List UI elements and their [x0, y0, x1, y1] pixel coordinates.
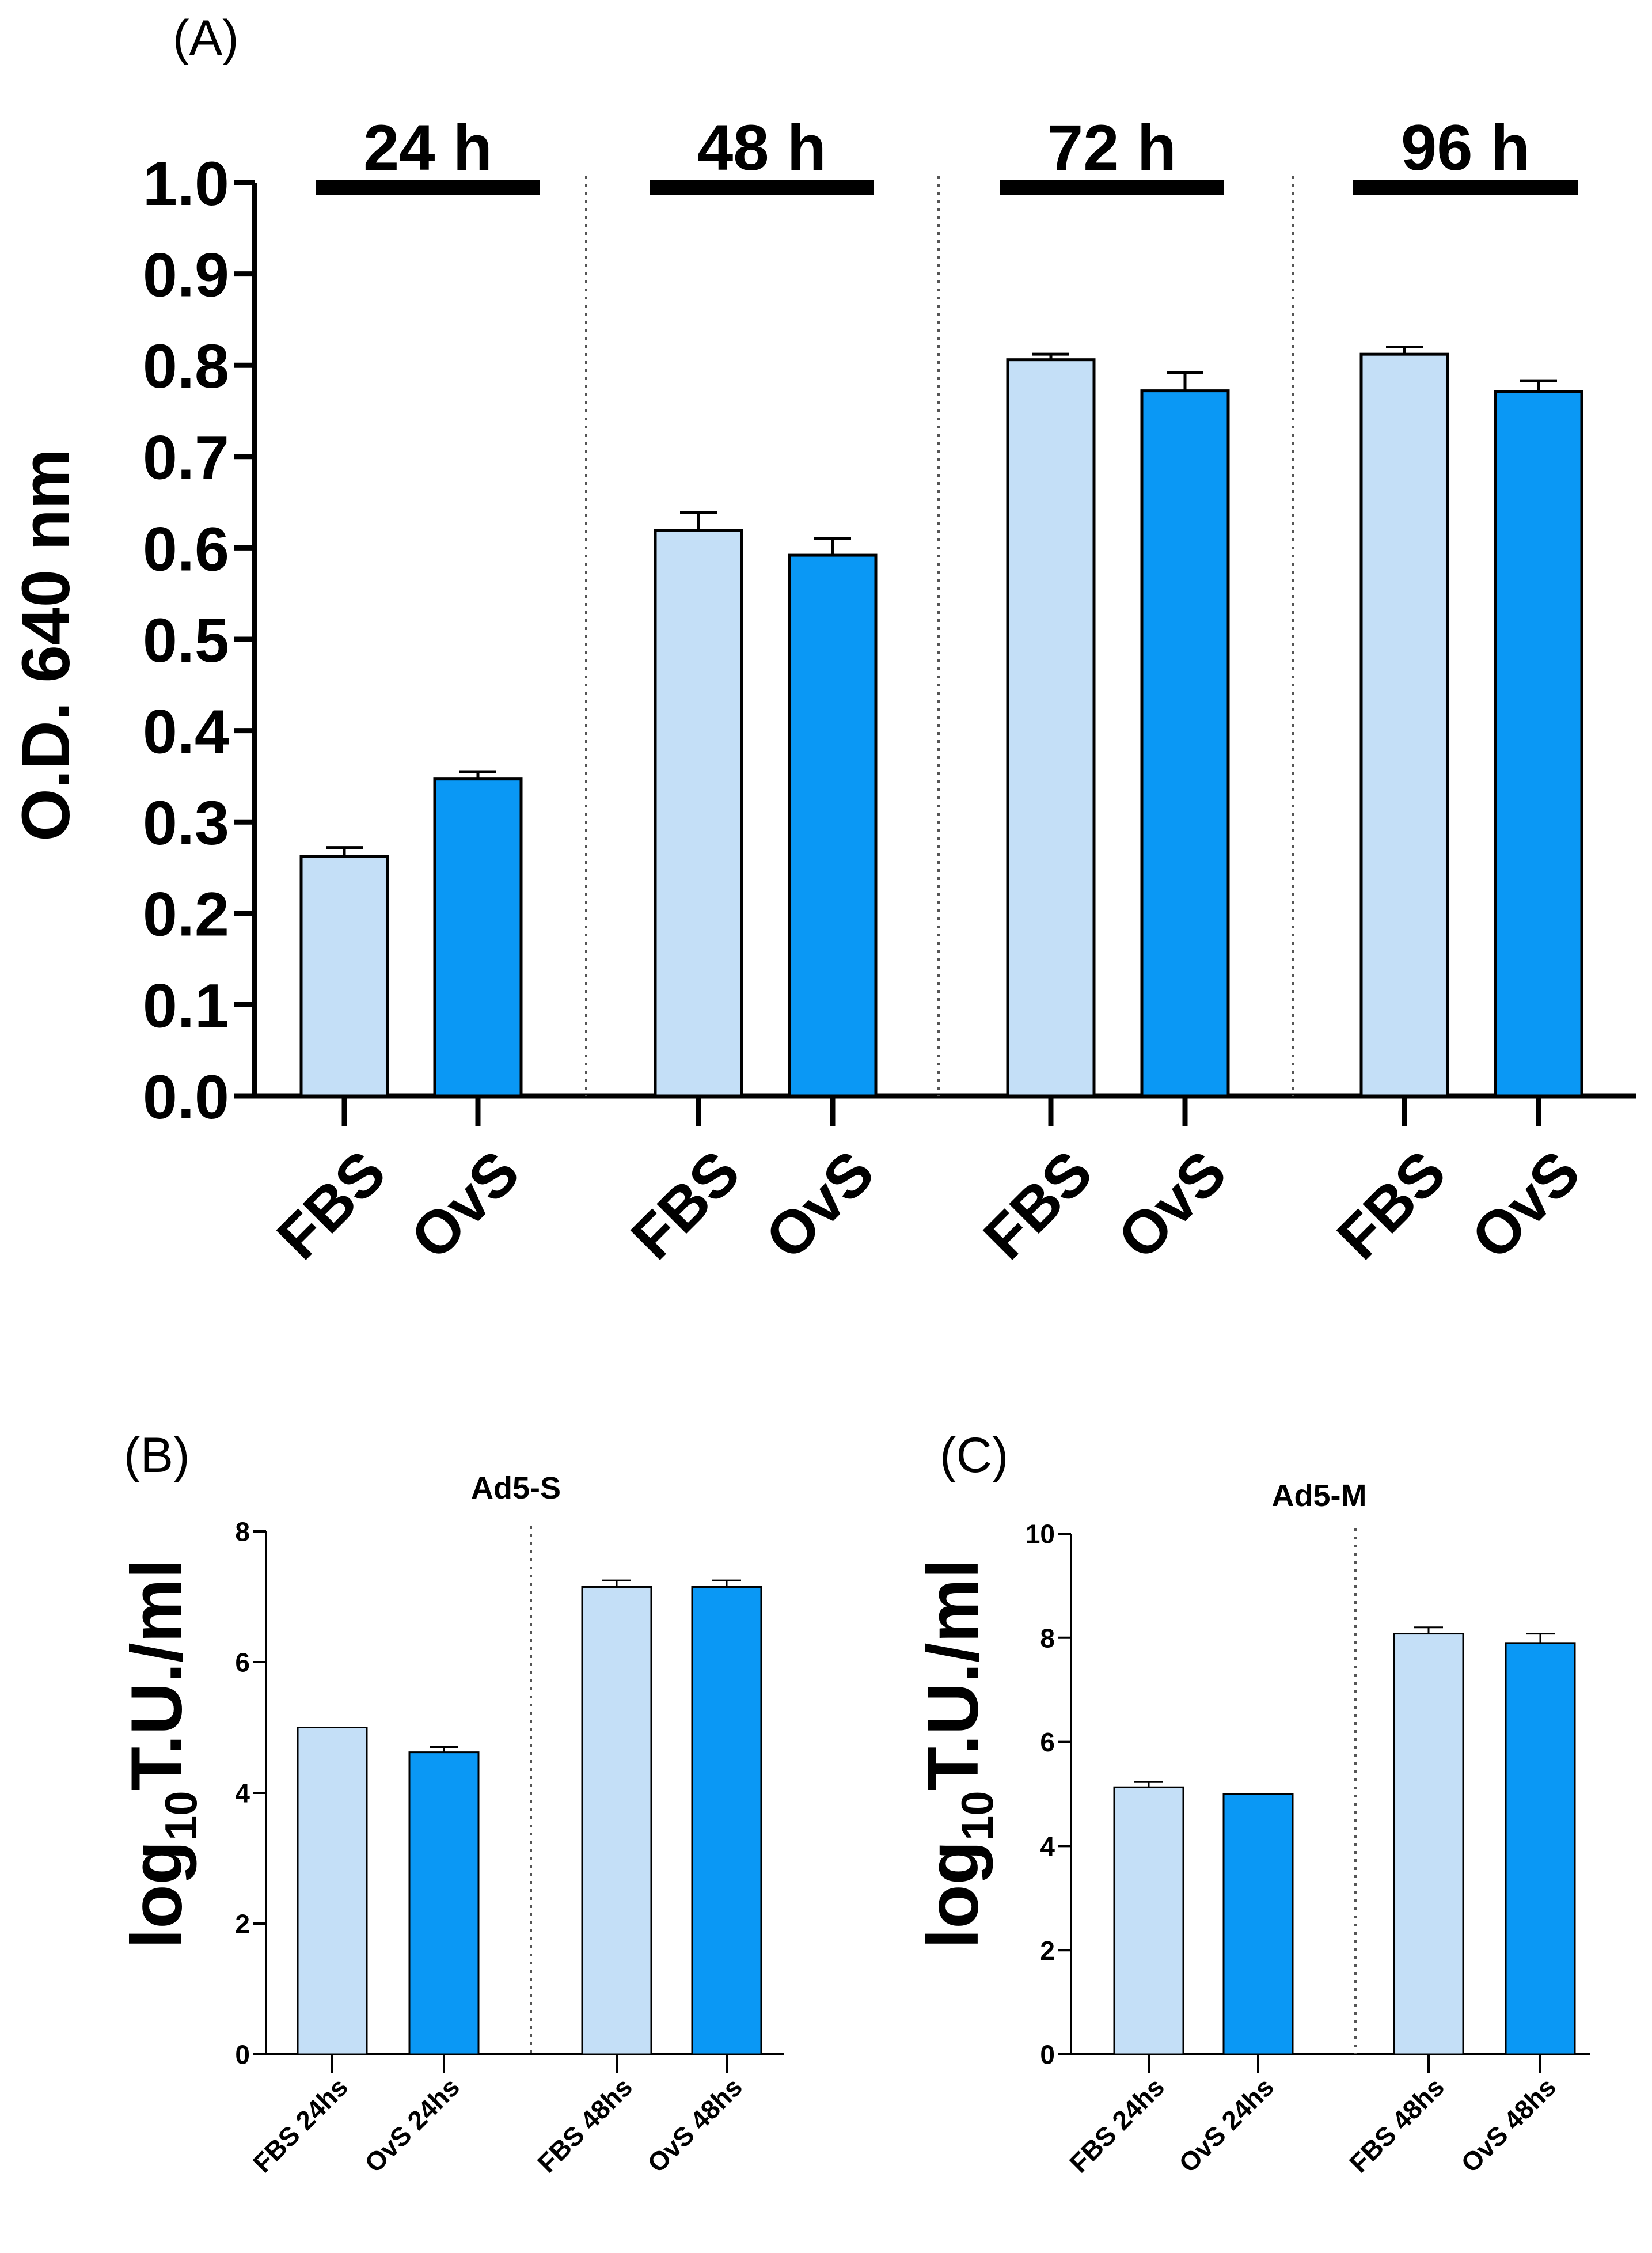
panel-a-group-label: 24 h: [363, 112, 492, 184]
panel-b-y-tick-label: 0: [235, 2040, 250, 2070]
panel-c-y-tick-label: 8: [1040, 1623, 1055, 1653]
panel-b-bar: [691, 1586, 762, 2055]
panel-c-bar: [1393, 1633, 1464, 2055]
panel-c-x-tick-label: OvS 24hs: [1173, 2072, 1279, 2178]
panel-a-bar: [433, 777, 523, 1098]
panel-a-y-tick-label: 1.0: [143, 149, 229, 218]
panel-b-y-tick-label: 6: [235, 1648, 250, 1678]
panel-a-x-tick-label: OvS: [1105, 1138, 1239, 1272]
panel-b-ylabel-sub: 10: [155, 1791, 206, 1841]
panel-a-y-tick-label: 0.2: [143, 879, 229, 949]
panel-a-group-label: 72 h: [1047, 112, 1176, 184]
panel-c-ylabel-rest: T.U./ml: [913, 1558, 993, 1791]
panel-a-y-tick-label: 0.5: [143, 605, 229, 675]
panel-c-letter: (C): [940, 1428, 1008, 1483]
panel-a: (A) O.D. 640 nm 0.0 0.1 0.2 0.3 0.4 0.5 0.6 0.7…: [8, 10, 1636, 1272]
panel-a-y-tick-label: 0.9: [143, 240, 229, 309]
panel-c-x-tick-label: FBS 48hs: [1343, 2072, 1450, 2178]
panel-a-x-tick-label: OvS: [398, 1138, 532, 1272]
panel-c-title: Ad5-M: [1272, 1478, 1367, 1513]
panel-a-bar: [788, 553, 878, 1098]
panel-c-ylabel-main: log: [913, 1841, 993, 1948]
panel-b-y-axis-label: log10T.U./ml: [117, 1558, 206, 1948]
panel-a-y-tick-label: 0.0: [143, 1062, 229, 1132]
panel-c-y-axis-label: log10T.U./ml: [913, 1558, 1002, 1948]
panel-a-y-tick-label: 0.8: [143, 331, 229, 401]
panel-a-y-tick-label: 0.1: [143, 970, 229, 1040]
panel-a-bar: [1006, 358, 1096, 1098]
panel-b-x-tick-label: FBS 24hs: [247, 2072, 354, 2178]
panel-a-y-tick-label: 0.4: [143, 696, 229, 766]
panel-b-ylabel-main: log: [117, 1841, 197, 1948]
panel-b-y-tick-label: 8: [235, 1517, 250, 1547]
panel-a-plot: 0.00.10.20.30.40.50.60.70.80.91.0FBSOvS2…: [143, 112, 1636, 1272]
panel-a-bar: [1359, 352, 1449, 1098]
panel-a-bar: [299, 855, 389, 1098]
panel-b-bar: [408, 1751, 480, 2055]
panel-a-y-tick-label: 0.3: [143, 788, 229, 858]
panel-c-bar: [1505, 1642, 1576, 2055]
panel-a-y-tick-label: 0.6: [143, 514, 229, 583]
panel-c-x-tick-label: OvS 48hs: [1455, 2072, 1562, 2178]
panel-c-y-tick-label: 2: [1040, 1936, 1055, 1966]
panel-b-x-tick-label: FBS 48hs: [531, 2072, 638, 2178]
panel-a-x-tick-label: FBS: [264, 1138, 398, 1272]
panel-c-plot: 0 2 4 6 8 10 FBS 24hs OvS 24hs FBS 48hs OvS 48hs: [1026, 1519, 1590, 2178]
panel-c-bar: [1222, 1793, 1294, 2055]
panel-b-ylabel-rest: T.U./ml: [117, 1558, 197, 1791]
panel-a-letter: (A): [173, 10, 239, 66]
panel-b-title: Ad5-S: [471, 1471, 561, 1505]
panel-a-x-tick-label: FBS: [971, 1138, 1105, 1272]
panel-a-group-label: 96 h: [1401, 112, 1530, 184]
panel-a-x-tick-label: FBS: [1324, 1138, 1459, 1272]
panel-a-bar: [1140, 389, 1230, 1098]
panel-a-group-label: 48 h: [697, 112, 826, 184]
panel-a-x-tick-label: FBS: [618, 1138, 753, 1272]
panel-a-y-tick-label: 0.7: [143, 423, 229, 492]
panel-a-bar: [654, 529, 743, 1098]
panel-b-x-tick-label: OvS 48hs: [641, 2072, 748, 2178]
panel-c-ylabel-sub: 10: [952, 1791, 1002, 1841]
panel-a-x-tick-label: OvS: [1459, 1138, 1593, 1272]
panel-b-plot: 0 2 4 6 8 FBS 24hs OvS 24hs FBS 48hs OvS 48hs: [235, 1517, 784, 2178]
panel-c-x-tick-label: FBS 24hs: [1064, 2072, 1170, 2178]
panel-c-y-tick-label: 0: [1040, 2040, 1055, 2070]
panel-a-y-axis-label: O.D. 640 nm: [8, 449, 84, 841]
panel-c-bar: [1113, 1786, 1184, 2055]
panel-b-y-tick-label: 2: [235, 1909, 250, 1939]
panel-c-y-tick-label: 10: [1026, 1519, 1055, 1549]
panel-b-x-tick-label: OvS 24hs: [359, 2072, 465, 2178]
panel-b-bar: [297, 1727, 368, 2055]
panel-c-y-tick-label: 6: [1040, 1727, 1055, 1757]
svg-text:log10T.U./ml: log10T.U./ml: [117, 1558, 206, 1948]
panel-b-letter: (B): [124, 1428, 190, 1483]
panel-b-y-tick-label: 4: [235, 1778, 250, 1808]
panel-a-bar: [1494, 390, 1583, 1098]
panel-c-y-tick-label: 4: [1040, 1831, 1055, 1861]
panel-b-bar: [581, 1586, 652, 2055]
panel-a-x-tick-label: OvS: [753, 1138, 887, 1272]
svg-text:log10T.U./ml: log10T.U./ml: [913, 1558, 1002, 1948]
